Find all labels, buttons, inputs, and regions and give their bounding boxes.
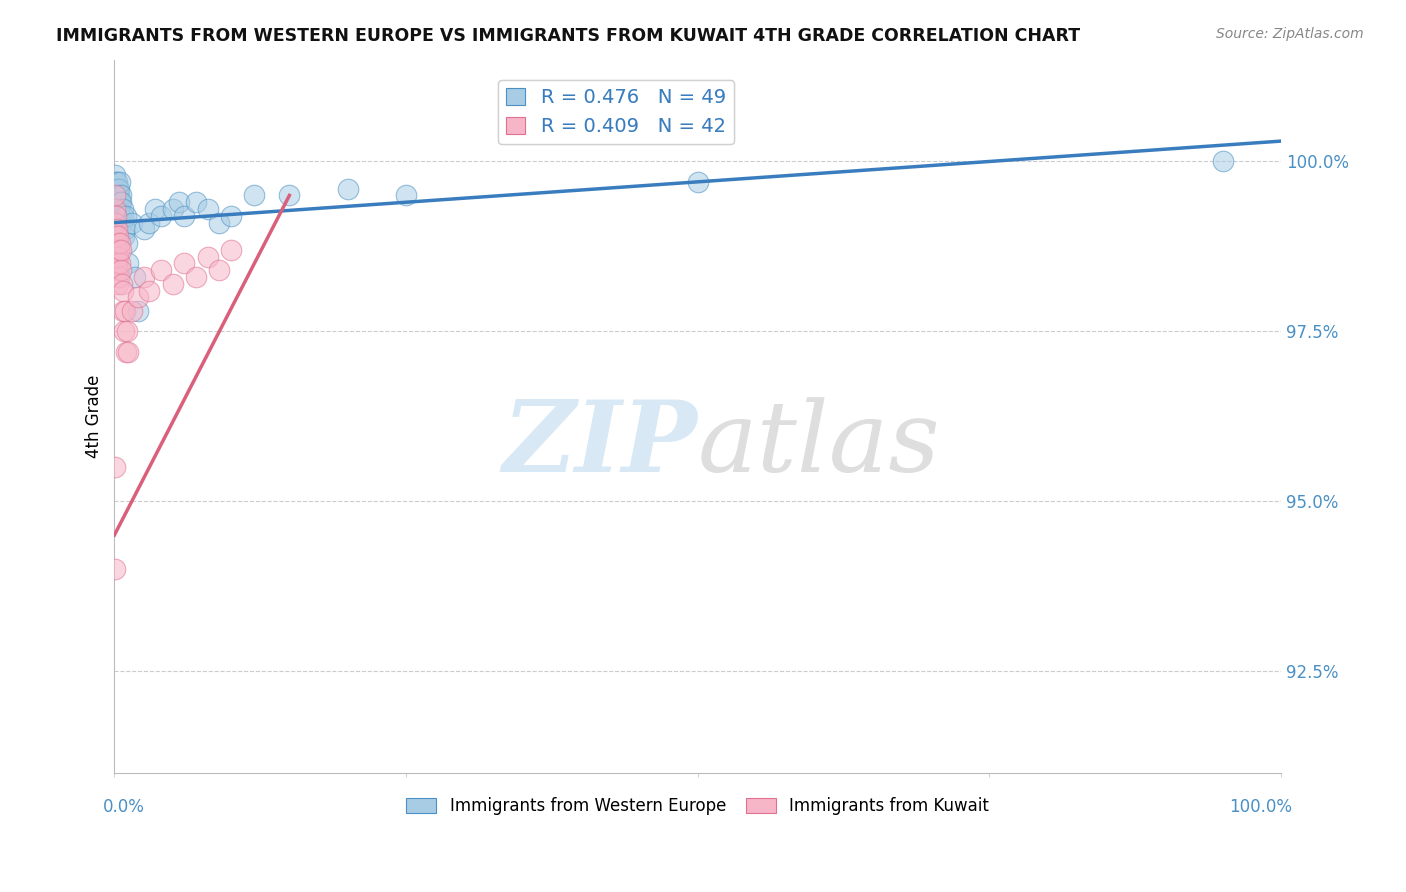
Point — [105, 222, 128, 236]
Point — [104, 460, 127, 475]
Legend: R = 0.476   N = 49, R = 0.409   N = 42: R = 0.476 N = 49, R = 0.409 N = 42 — [498, 80, 734, 144]
Point — [107, 202, 129, 216]
Point — [108, 202, 131, 216]
Point — [104, 181, 127, 195]
Point — [1212, 154, 1234, 169]
Text: 100.0%: 100.0% — [1230, 798, 1292, 816]
Point — [107, 195, 129, 210]
Point — [105, 256, 128, 270]
Point — [173, 256, 195, 270]
Point — [105, 263, 128, 277]
Point — [112, 229, 135, 244]
Point — [108, 195, 131, 210]
Point — [184, 269, 207, 284]
Point — [278, 188, 301, 202]
Point — [107, 209, 129, 223]
Point — [184, 195, 207, 210]
Point — [117, 235, 139, 250]
Point — [143, 202, 166, 216]
Point — [112, 324, 135, 338]
Point — [110, 235, 132, 250]
Point — [110, 195, 132, 210]
Point — [219, 243, 242, 257]
Text: 0.0%: 0.0% — [103, 798, 145, 816]
Point — [121, 216, 143, 230]
Point — [162, 202, 184, 216]
Point — [108, 256, 131, 270]
Y-axis label: 4th Grade: 4th Grade — [86, 375, 103, 458]
Point — [108, 181, 131, 195]
Point — [105, 229, 128, 244]
Point — [108, 175, 131, 189]
Point — [110, 263, 132, 277]
Point — [110, 243, 132, 257]
Point — [124, 269, 146, 284]
Point — [104, 168, 127, 182]
Text: Source: ZipAtlas.com: Source: ZipAtlas.com — [1216, 27, 1364, 41]
Point — [104, 188, 127, 202]
Point — [105, 243, 128, 257]
Text: atlas: atlas — [697, 397, 941, 492]
Point — [112, 209, 135, 223]
Point — [104, 209, 127, 223]
Point — [104, 216, 127, 230]
Point — [110, 209, 132, 223]
Point — [111, 304, 134, 318]
Point — [107, 277, 129, 291]
Point — [197, 250, 219, 264]
Point — [208, 263, 231, 277]
Point — [150, 263, 173, 277]
Point — [150, 209, 173, 223]
Point — [111, 277, 134, 291]
Point — [219, 209, 242, 223]
Point — [107, 229, 129, 244]
Text: ZIP: ZIP — [503, 396, 697, 493]
Point — [104, 188, 127, 202]
Point — [167, 195, 190, 210]
Text: IMMIGRANTS FROM WESTERN EUROPE VS IMMIGRANTS FROM KUWAIT 4TH GRADE CORRELATION C: IMMIGRANTS FROM WESTERN EUROPE VS IMMIGR… — [56, 27, 1080, 45]
Point — [197, 202, 219, 216]
Point — [108, 243, 131, 257]
Point — [105, 195, 128, 210]
Point — [132, 222, 155, 236]
Point — [336, 181, 359, 195]
Point — [105, 202, 128, 216]
Point — [117, 324, 139, 338]
Point — [117, 344, 139, 359]
Point — [104, 202, 127, 216]
Point — [127, 290, 149, 304]
Point — [105, 188, 128, 202]
Point — [105, 181, 128, 195]
Point — [138, 216, 160, 230]
Point — [111, 202, 134, 216]
Point — [132, 269, 155, 284]
Point — [121, 304, 143, 318]
Point — [114, 222, 136, 236]
Point — [395, 188, 418, 202]
Point — [107, 181, 129, 195]
Point — [104, 250, 127, 264]
Point — [686, 175, 709, 189]
Point — [138, 284, 160, 298]
Point — [127, 304, 149, 318]
Point — [114, 304, 136, 318]
Point — [162, 277, 184, 291]
Point — [111, 216, 134, 230]
Point — [112, 284, 135, 298]
Point — [115, 209, 138, 223]
Point — [110, 188, 132, 202]
Point — [108, 269, 131, 284]
Point — [107, 250, 129, 264]
Point — [107, 235, 129, 250]
Point — [243, 188, 266, 202]
Point — [173, 209, 195, 223]
Point — [104, 175, 127, 189]
Point — [117, 256, 139, 270]
Point — [115, 344, 138, 359]
Point — [104, 235, 127, 250]
Point — [208, 216, 231, 230]
Point — [105, 175, 128, 189]
Point — [108, 188, 131, 202]
Point — [104, 562, 127, 576]
